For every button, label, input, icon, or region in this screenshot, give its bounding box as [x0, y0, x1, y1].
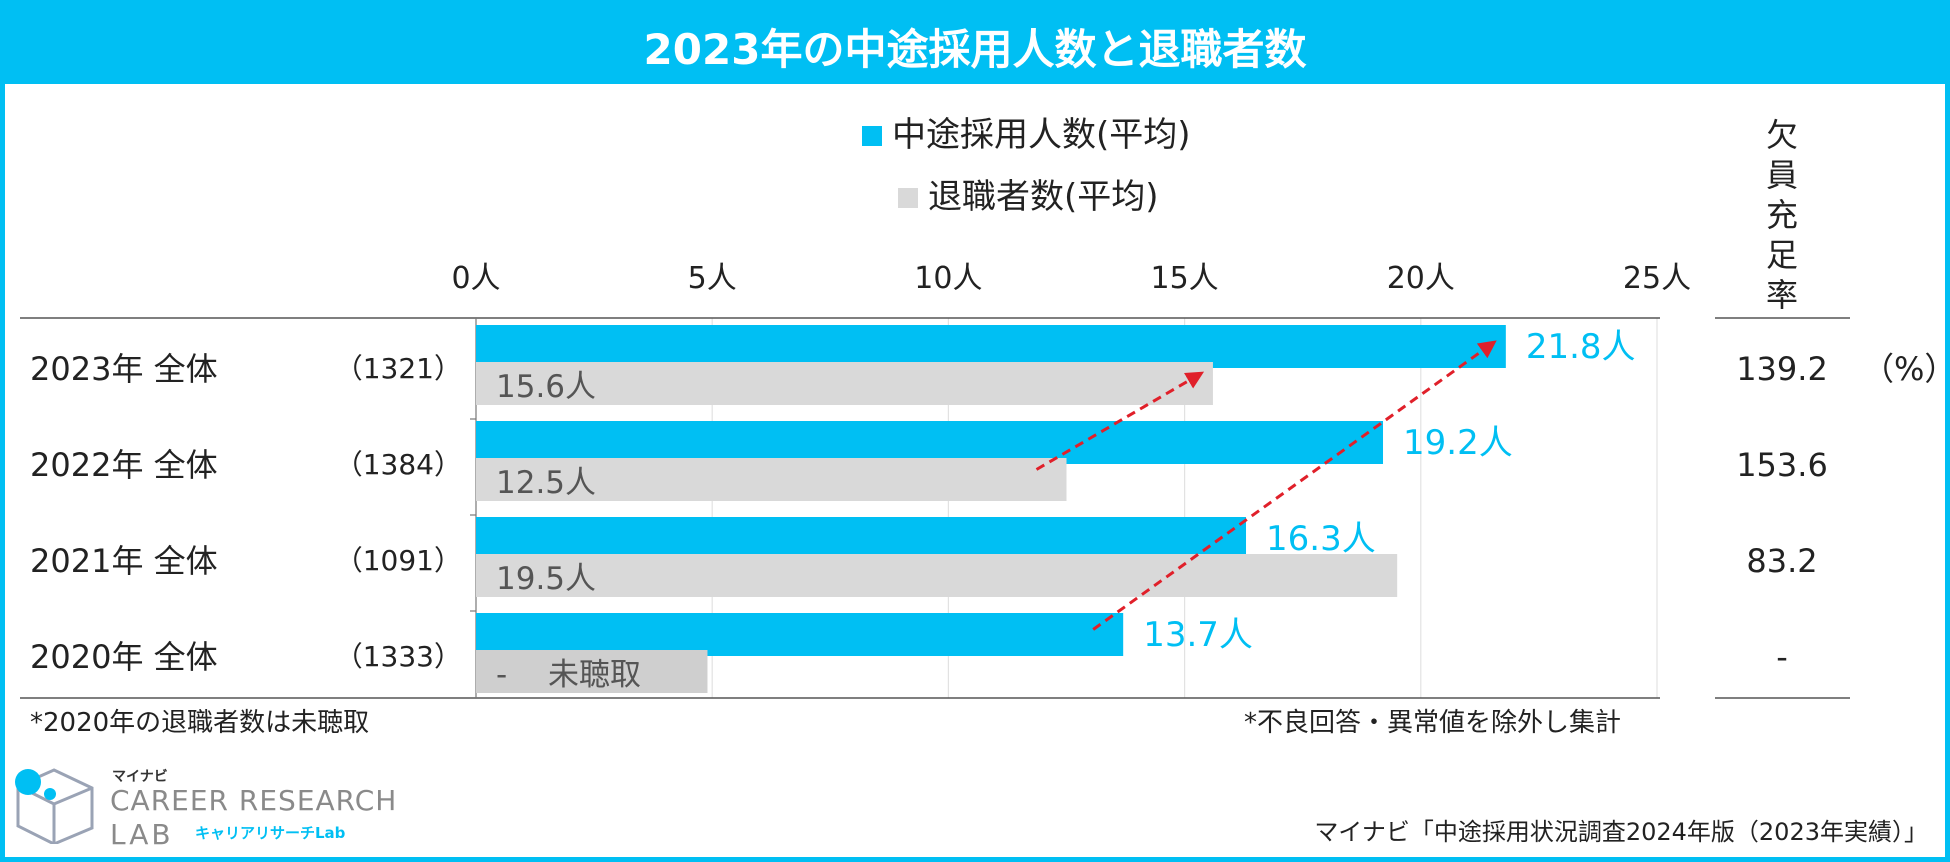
bar-leavers [476, 458, 1067, 501]
category-label: 2023年 全体 [30, 350, 218, 388]
x-tick-label: 5人 [688, 261, 737, 296]
bar-recruits [476, 421, 1384, 464]
category-n: （1384） [335, 448, 462, 481]
right-col-header-char: 充 [1766, 196, 1798, 234]
category-label: 2021年 全体 [30, 542, 218, 580]
fill-rate-value: 153.6 [1736, 446, 1828, 484]
bar-leavers [476, 650, 708, 693]
fill-rate-value: - [1776, 638, 1788, 676]
logo-sub-text: キャリアリサーチLab [195, 824, 346, 842]
trend-arrow [1092, 340, 1497, 631]
right-col-header-char: 率 [1766, 276, 1798, 314]
note-right: *不良回答・異常値を除外し集計 [1244, 708, 1622, 738]
right-col-header-char: 員 [1766, 156, 1798, 194]
category-label: 2022年 全体 [30, 446, 218, 484]
right-col-header-char: 欠 [1766, 116, 1798, 154]
data-label-recruits: 19.2人 [1403, 423, 1513, 463]
x-tick-label: 25人 [1623, 261, 1691, 296]
source-text: マイナビ「中途採用状況調査2024年版（2023年実績）」 [1314, 818, 1928, 846]
fill-rate-value: 83.2 [1746, 542, 1817, 580]
logo-main-text: CAREER RESEARCH [110, 784, 398, 817]
category-n: （1333） [335, 640, 462, 673]
fill-rate-unit: （%） [1862, 350, 1950, 388]
fill-rate-value: 139.2 [1736, 350, 1828, 388]
bar-leavers [476, 362, 1213, 405]
bar-recruits [476, 613, 1124, 656]
data-label-leavers: 19.5人 [496, 561, 596, 597]
logo-lab-text: LAB [110, 818, 174, 851]
bar-recruits [476, 517, 1247, 560]
legend-swatch-leavers [898, 188, 918, 208]
trend-arrow [1035, 371, 1205, 471]
data-label-recruits: 21.8人 [1526, 327, 1636, 367]
x-tick-label: 15人 [1151, 261, 1219, 296]
chart-title: 2023年の中途採用人数と退職者数 [643, 25, 1307, 74]
data-label-leavers: - 未聴取 [496, 657, 641, 693]
legend-label-leavers: 退職者数(平均) [928, 177, 1159, 217]
bar-recruits [476, 325, 1506, 368]
legend-swatch-recruits [862, 126, 882, 146]
legend-label-recruits: 中途採用人数(平均) [892, 115, 1191, 155]
logo-top-text: マイナビ [112, 769, 168, 785]
note-left: *2020年の退職者数は未聴取 [30, 708, 370, 738]
data-label-recruits: 16.3人 [1266, 519, 1376, 559]
category-label: 2020年 全体 [30, 638, 218, 676]
x-tick-label: 10人 [914, 261, 982, 296]
data-label-leavers: 15.6人 [496, 369, 596, 405]
logo-icon [14, 764, 104, 848]
bar-leavers [476, 554, 1398, 597]
right-col-header-char: 足 [1766, 236, 1798, 274]
title-bar [0, 0, 1950, 84]
data-label-leavers: 12.5人 [496, 465, 596, 501]
x-tick-label: 0人 [451, 261, 500, 296]
x-tick-label: 20人 [1387, 261, 1455, 296]
category-n: （1321） [335, 352, 462, 385]
category-n: （1091） [335, 544, 462, 577]
data-label-recruits: 13.7人 [1143, 615, 1253, 655]
